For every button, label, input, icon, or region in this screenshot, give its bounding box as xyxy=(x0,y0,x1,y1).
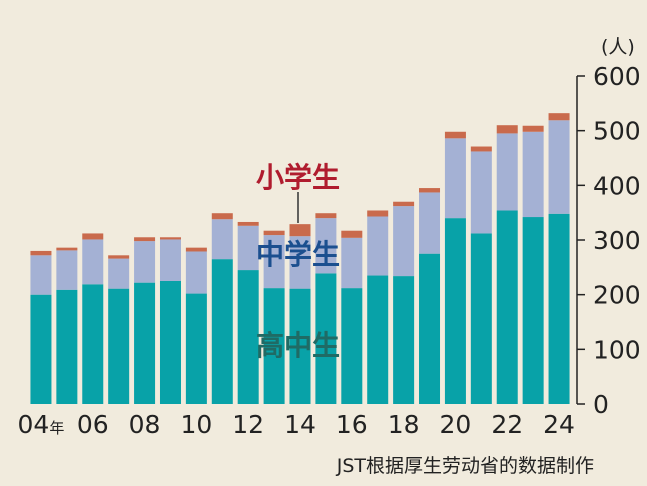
x-tick-label-2006: 06 xyxy=(77,410,109,439)
bar-2021-series-2 xyxy=(470,146,492,152)
bar-2005-series-2 xyxy=(56,247,78,251)
bar-2015-series-1 xyxy=(315,218,337,274)
bar-2011-series-1 xyxy=(211,219,233,260)
source-note: JST根据厚生劳动省的数据制作 xyxy=(336,455,594,477)
bar-2005-series-1 xyxy=(56,250,78,290)
x-tick-label-2024: 24 xyxy=(543,410,575,439)
bar-2013-series-2 xyxy=(263,230,285,236)
bar-2009-series-1 xyxy=(159,239,181,281)
y-tick-label-200: 200 xyxy=(593,281,641,310)
bar-2012-series-2 xyxy=(237,221,259,226)
bar-2004-series-2 xyxy=(30,250,52,256)
bar-2022-series-0 xyxy=(496,210,518,404)
bar-2014-series-0 xyxy=(289,288,311,404)
bar-2020-series-1 xyxy=(444,138,466,219)
bar-2011-series-0 xyxy=(211,259,233,404)
x-tick-label-2016: 16 xyxy=(336,410,368,439)
y-tick-label-400: 400 xyxy=(593,171,641,200)
bar-2021-series-0 xyxy=(470,233,492,404)
x-tick-label-2022: 22 xyxy=(491,410,523,439)
x-tick-label-2020: 20 xyxy=(440,410,472,439)
bar-2023-series-2 xyxy=(522,125,544,132)
bar-2004-series-1 xyxy=(30,255,52,295)
bar-2007-series-2 xyxy=(108,255,130,259)
y-tick-label-0: 0 xyxy=(593,390,609,419)
bar-2007-series-1 xyxy=(108,258,130,289)
bar-2011-series-2 xyxy=(211,213,233,220)
bar-2019-series-0 xyxy=(419,253,441,404)
bar-2008-series-1 xyxy=(134,241,156,283)
y-tick-label-100: 100 xyxy=(593,335,641,364)
series-label-high-school: 高中生 xyxy=(256,329,340,362)
bar-2008-series-2 xyxy=(134,237,156,242)
bar-2008-series-0 xyxy=(134,282,156,404)
bar-2018-series-1 xyxy=(393,206,415,277)
x-tick-label-2010: 10 xyxy=(180,410,212,439)
bar-2012-series-0 xyxy=(237,270,259,404)
bar-2016-series-1 xyxy=(341,237,363,289)
x-tick-label-2012: 12 xyxy=(232,410,264,439)
bar-2018-series-2 xyxy=(393,201,415,207)
bar-2007-series-0 xyxy=(108,288,130,404)
bar-2014-series-2 xyxy=(289,224,311,237)
bar-2023-series-0 xyxy=(522,217,544,404)
bar-2006-series-1 xyxy=(82,239,104,285)
bar-2016-series-2 xyxy=(341,230,363,238)
bar-2017-series-0 xyxy=(367,275,389,404)
bar-2010-series-1 xyxy=(185,251,207,294)
bar-2015-series-0 xyxy=(315,273,337,404)
bar-2009-series-2 xyxy=(159,237,181,240)
x-tick-label-2004: 04年 xyxy=(18,410,65,439)
y-unit-label: (人) xyxy=(601,36,635,58)
bar-2013-series-0 xyxy=(263,288,285,404)
bar-2010-series-2 xyxy=(185,247,207,252)
x-tick-label-2014: 14 xyxy=(284,410,316,439)
bar-2017-series-2 xyxy=(367,210,389,217)
bar-2019-series-1 xyxy=(419,192,441,254)
bar-2019-series-2 xyxy=(419,188,441,193)
bar-2024-series-2 xyxy=(548,113,570,121)
bar-2015-series-2 xyxy=(315,213,337,219)
bar-2004-series-0 xyxy=(30,294,52,404)
bar-2014-series-1 xyxy=(289,236,311,289)
bar-2005-series-0 xyxy=(56,289,78,404)
bar-2010-series-0 xyxy=(185,293,207,404)
bar-2016-series-0 xyxy=(341,288,363,404)
bar-2013-series-1 xyxy=(263,235,285,289)
bar-2024-series-0 xyxy=(548,213,570,404)
bar-2022-series-1 xyxy=(496,133,518,211)
bar-2018-series-0 xyxy=(393,276,415,404)
bar-2020-series-2 xyxy=(444,131,466,139)
series-label-elementary: 小学生 xyxy=(256,161,340,194)
bar-2006-series-0 xyxy=(82,284,104,404)
x-tick-label-2008: 08 xyxy=(129,410,161,439)
bar-2020-series-0 xyxy=(444,218,466,404)
bar-2021-series-1 xyxy=(470,151,492,234)
bar-2012-series-1 xyxy=(237,225,259,271)
bar-2009-series-0 xyxy=(159,281,181,404)
y-tick-label-500: 500 xyxy=(593,117,641,146)
bar-2017-series-1 xyxy=(367,216,389,276)
series-label-junior-high: 中学生 xyxy=(256,238,340,271)
bar-2023-series-1 xyxy=(522,131,544,218)
bar-2024-series-1 xyxy=(548,120,570,214)
y-tick-label-600: 600 xyxy=(593,62,641,91)
bar-2022-series-2 xyxy=(496,125,518,134)
x-tick-label-2018: 18 xyxy=(388,410,420,439)
bar-2006-series-2 xyxy=(82,233,104,240)
y-tick-label-300: 300 xyxy=(593,226,641,255)
